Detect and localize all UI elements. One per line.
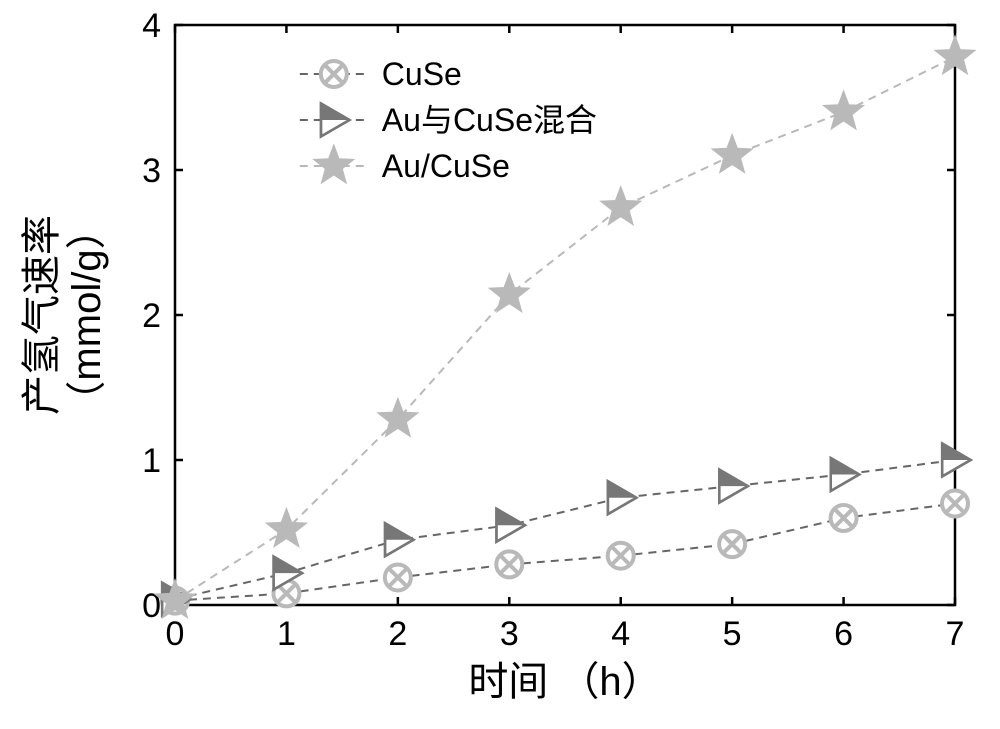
y-tick-label: 1 bbox=[142, 442, 161, 480]
marker bbox=[608, 543, 634, 569]
y-tick-label: 4 bbox=[142, 7, 161, 45]
chart-container: 0 1 2 3 4 5 6 7 0 1 2 3 4 时间 （h） 产氢气速率（mmol/g） CuSe Au与C… bbox=[0, 0, 1000, 729]
marker bbox=[942, 491, 968, 517]
x-axis-title: 时间 （h） bbox=[468, 660, 661, 704]
marker bbox=[831, 505, 857, 531]
x-tick-label: 3 bbox=[500, 615, 519, 653]
legend-label: Au/CuSe bbox=[382, 148, 510, 184]
x-tick-label: 1 bbox=[277, 615, 296, 653]
legend-label: CuSe bbox=[382, 56, 462, 92]
y-axis-unit: （mmol/g） bbox=[65, 209, 109, 420]
x-tick-label: 6 bbox=[834, 615, 853, 653]
y-tick-label: 2 bbox=[142, 297, 161, 335]
chart-svg: 0 1 2 3 4 5 6 7 0 1 2 3 4 时间 （h） 产氢气速率（mmol/g） CuSe Au与C… bbox=[0, 0, 1000, 729]
marker bbox=[385, 564, 411, 590]
x-tick-label: 7 bbox=[946, 615, 965, 653]
marker bbox=[719, 531, 745, 557]
x-tick-label: 5 bbox=[723, 615, 742, 653]
y-tick-label: 0 bbox=[142, 587, 161, 625]
x-tick-label: 0 bbox=[166, 615, 185, 653]
x-tick-label: 2 bbox=[388, 615, 407, 653]
legend-label: Au与CuSe混合 bbox=[382, 102, 597, 138]
y-axis-title: 产氢气速率 bbox=[20, 215, 64, 415]
x-tick-label: 4 bbox=[611, 615, 630, 653]
y-tick-label: 3 bbox=[142, 152, 161, 190]
marker bbox=[496, 551, 522, 577]
